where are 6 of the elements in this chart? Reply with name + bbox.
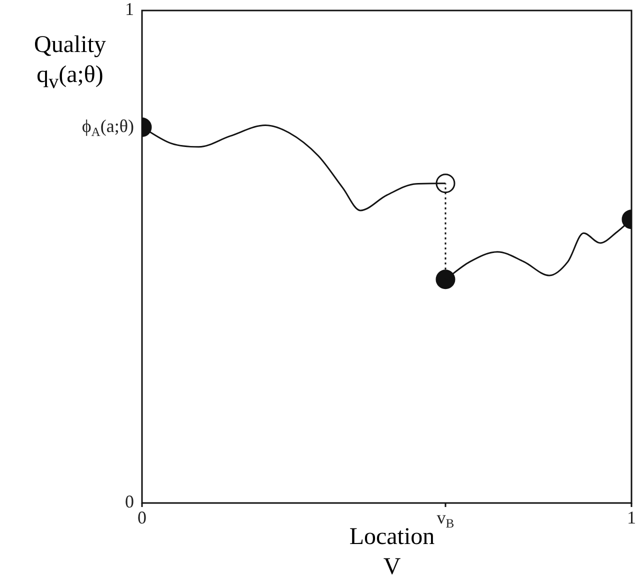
x-tick-label: 0 xyxy=(138,508,146,528)
y-tick-label: 1 xyxy=(125,0,134,20)
y-tick-label: 0 xyxy=(125,492,134,512)
x-axis-title: Location V xyxy=(349,524,435,580)
x-tick-label: 1 xyxy=(627,508,636,528)
y-axis-title: Quality q$_{v}$(a;θ) xyxy=(33,31,107,95)
